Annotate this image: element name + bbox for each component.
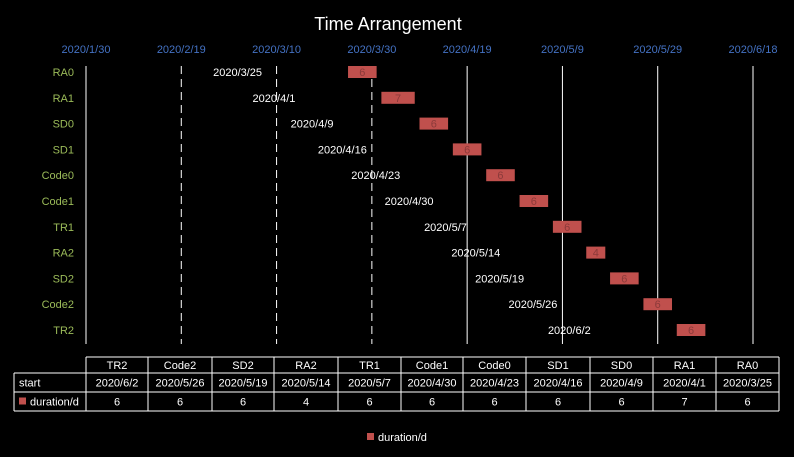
duration-bar-label: 6	[564, 222, 570, 234]
duration-bar-label: 6	[359, 67, 365, 79]
duration-bar	[348, 66, 377, 78]
table-cell: 6	[114, 397, 120, 409]
start-date-label: 2020/4/16	[318, 144, 367, 156]
y-tick-label: RA0	[53, 67, 74, 79]
table-cell: 2020/4/16	[534, 378, 583, 390]
y-tick-label: RA1	[53, 93, 74, 105]
legend-swatch	[367, 433, 374, 440]
table-header-cell: RA1	[674, 360, 695, 372]
table-cell: 6	[366, 397, 372, 409]
duration-bar-label: 6	[431, 119, 437, 131]
table-legend-swatch	[19, 397, 26, 405]
table-cell: 7	[681, 397, 687, 409]
x-tick-label: 2020/5/29	[633, 44, 682, 56]
table-cell: 6	[555, 397, 561, 409]
start-date-label: 2020/3/25	[213, 67, 262, 79]
duration-bar	[552, 220, 582, 233]
table-header-cell: SD0	[611, 360, 632, 372]
table-cell: 2020/3/25	[723, 378, 772, 390]
duration-bar	[419, 117, 449, 130]
table-cell: 6	[744, 397, 750, 409]
duration-bar-label: 6	[464, 144, 470, 156]
x-tick-label: 2020/1/30	[62, 44, 111, 56]
table-cell: 2020/5/26	[156, 378, 205, 390]
duration-bar-label: 6	[531, 196, 537, 208]
table-header-cell: TR1	[359, 360, 380, 372]
duration-bar	[452, 143, 482, 156]
table-header-cell: Code0	[478, 360, 510, 372]
y-tick-label: SD1	[53, 144, 74, 156]
y-tick-label: SD2	[53, 273, 74, 285]
duration-bar	[643, 298, 673, 311]
x-tick-label: 2020/6/18	[729, 44, 778, 56]
table-header-cell: TR2	[107, 360, 128, 372]
duration-bar-label: 6	[688, 325, 694, 337]
y-tick-label: SD0	[53, 119, 74, 131]
start-date-label: 2020/5/14	[451, 248, 500, 260]
duration-bar	[381, 91, 415, 104]
y-tick-label: RA2	[53, 248, 74, 260]
x-tick-label: 2020/3/30	[347, 44, 396, 56]
y-tick-label: TR1	[53, 222, 74, 234]
duration-bar-label: 6	[655, 299, 661, 311]
y-tick-label: Code1	[42, 196, 74, 208]
table-header-cell: RA2	[295, 360, 316, 372]
table-cell: 2020/4/23	[470, 378, 519, 390]
table-cell: 2020/6/2	[96, 378, 139, 390]
table-header-cell: SD2	[232, 360, 253, 372]
table-cell: 2020/4/9	[600, 378, 643, 390]
duration-bar-label: 6	[497, 170, 503, 182]
start-date-label: 2020/4/30	[385, 196, 434, 208]
table-row-label: duration/d	[30, 397, 79, 409]
table-header-cell: RA0	[737, 360, 758, 372]
table-cell: 4	[303, 397, 309, 409]
table-cell: 6	[429, 397, 435, 409]
table-row-label: start	[19, 378, 40, 390]
table-header-cell: Code1	[416, 360, 448, 372]
table-cell: 6	[177, 397, 183, 409]
start-date-label: 2020/5/7	[424, 222, 467, 234]
table-cell: 6	[618, 397, 624, 409]
start-date-label: 2020/4/9	[291, 119, 334, 131]
table-cell: 2020/4/30	[408, 378, 457, 390]
duration-bar-label: 7	[395, 93, 401, 105]
start-date-label: 2020/4/23	[351, 170, 400, 182]
table-cell: 2020/4/1	[663, 378, 706, 390]
table-cell: 6	[240, 397, 246, 409]
y-tick-label: Code2	[42, 299, 74, 311]
table-header-cell: SD1	[547, 360, 568, 372]
duration-bar-label: 6	[621, 273, 627, 285]
start-date-label: 2020/5/19	[475, 273, 524, 285]
x-tick-label: 2020/5/9	[541, 44, 584, 56]
duration-bar	[486, 169, 515, 182]
duration-bar	[676, 324, 706, 336]
y-tick-label: TR2	[53, 325, 74, 337]
legend-label: duration/d	[378, 432, 427, 444]
start-date-label: 2020/4/1	[253, 93, 296, 105]
duration-bar	[610, 272, 639, 285]
table-cell: 2020/5/7	[348, 378, 391, 390]
start-date-label: 2020/5/26	[508, 299, 557, 311]
y-tick-label: Code0	[42, 170, 74, 182]
table-cell: 2020/5/14	[282, 378, 331, 390]
x-tick-label: 2020/4/19	[443, 44, 492, 56]
duration-bar	[586, 246, 606, 259]
table-header-cell: Code2	[164, 360, 196, 372]
x-tick-label: 2020/2/19	[157, 44, 206, 56]
duration-bar	[519, 195, 549, 207]
duration-bar-label: 4	[593, 248, 599, 260]
x-tick-label: 2020/3/10	[252, 44, 301, 56]
chart-title: Time Arrangement	[314, 14, 461, 34]
start-date-label: 2020/6/2	[548, 325, 591, 337]
table-cell: 2020/5/19	[219, 378, 268, 390]
table-cell: 6	[491, 397, 497, 409]
